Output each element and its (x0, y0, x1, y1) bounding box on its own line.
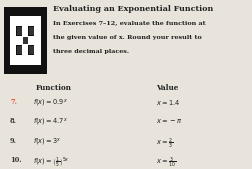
Text: the given value of x. Round your result to: the given value of x. Round your result … (53, 35, 202, 40)
Bar (4, 7, 10, 16)
Bar (17, 46, 21, 54)
Text: $x = -\pi$: $x = -\pi$ (156, 117, 183, 125)
Bar (4, 45, 10, 55)
Text: $x = 1.4$: $x = 1.4$ (156, 98, 181, 107)
Bar (4, 26, 10, 36)
Bar (41, 65, 47, 74)
Bar (16, 26, 22, 36)
Bar (34, 65, 41, 74)
Text: $x = \frac{2}{3}$: $x = \frac{2}{3}$ (156, 137, 173, 151)
Bar (4, 55, 10, 65)
Bar (17, 27, 21, 35)
Text: 8.: 8. (10, 117, 17, 125)
Text: $f(x) = \left(\frac{1}{5}\right)^{5x}$: $f(x) = \left(\frac{1}{5}\right)^{5x}$ (33, 156, 70, 169)
Text: 7.: 7. (10, 98, 17, 106)
Bar (28, 26, 34, 36)
Bar (16, 65, 22, 74)
Bar (41, 26, 47, 36)
Bar (41, 55, 47, 65)
Bar (41, 36, 47, 45)
Bar (4, 65, 10, 74)
Bar (22, 65, 28, 74)
Text: $f(x) = 4.7^x$: $f(x) = 4.7^x$ (33, 117, 68, 128)
Bar (10, 7, 16, 16)
Bar (23, 37, 28, 44)
Bar (29, 27, 34, 35)
Bar (10, 65, 16, 74)
Bar (16, 7, 22, 16)
Bar (4, 16, 10, 26)
Bar (41, 45, 47, 55)
Bar (29, 46, 34, 54)
Text: $f(x) = 3^x$: $f(x) = 3^x$ (33, 137, 61, 148)
Bar (4, 7, 47, 74)
Text: 9.: 9. (10, 137, 17, 145)
Text: In Exercises 7–12, evaluate the function at: In Exercises 7–12, evaluate the function… (53, 20, 206, 25)
Text: 10.: 10. (10, 156, 22, 164)
Bar (28, 7, 34, 16)
Bar (41, 16, 47, 26)
Text: Value: Value (156, 84, 179, 92)
Text: Evaluating an Exponential Function: Evaluating an Exponential Function (53, 5, 213, 13)
Bar (16, 45, 22, 55)
Bar (4, 36, 10, 45)
Text: $x = \frac{3}{10}$: $x = \frac{3}{10}$ (156, 156, 176, 169)
Bar (28, 65, 34, 74)
Text: three decimal places.: three decimal places. (53, 49, 129, 54)
Bar (34, 7, 41, 16)
Bar (22, 7, 28, 16)
Bar (41, 7, 47, 16)
Bar (28, 45, 34, 55)
Text: Function: Function (35, 84, 71, 92)
Text: $f(x) = 0.9^x$: $f(x) = 0.9^x$ (33, 98, 68, 109)
